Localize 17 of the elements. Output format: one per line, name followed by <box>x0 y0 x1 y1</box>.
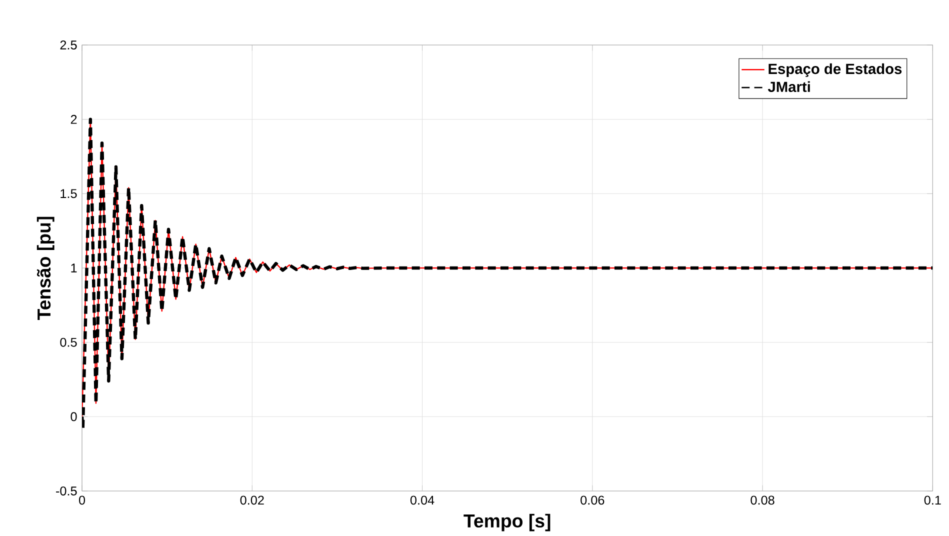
x-tick-label: 0.08 <box>750 496 774 505</box>
y-tick-label: 0 <box>70 412 77 422</box>
y-tick-label: 1.5 <box>60 189 77 198</box>
y-tick-label: 0.5 <box>60 338 77 347</box>
x-tick-label: 0.04 <box>410 496 434 505</box>
y-tick-label: -0.5 <box>56 486 77 496</box>
legend-label: JMarti <box>768 81 810 92</box>
legend-label: Espaço de Estados <box>768 63 902 78</box>
x-tick-label: 0.06 <box>580 496 604 505</box>
y-tick-label: 2.5 <box>60 40 77 50</box>
x-tick-label: 0.1 <box>924 496 941 505</box>
y-tick-label: 1 <box>71 264 77 273</box>
x-tick-label: 0 <box>78 496 86 505</box>
x-tick-label: 0.02 <box>240 496 264 505</box>
y-tick-label: 2 <box>70 115 77 124</box>
x-axis-title: Tempo [s] <box>464 514 550 532</box>
y-axis-title: Tensão [pu] <box>36 217 54 320</box>
